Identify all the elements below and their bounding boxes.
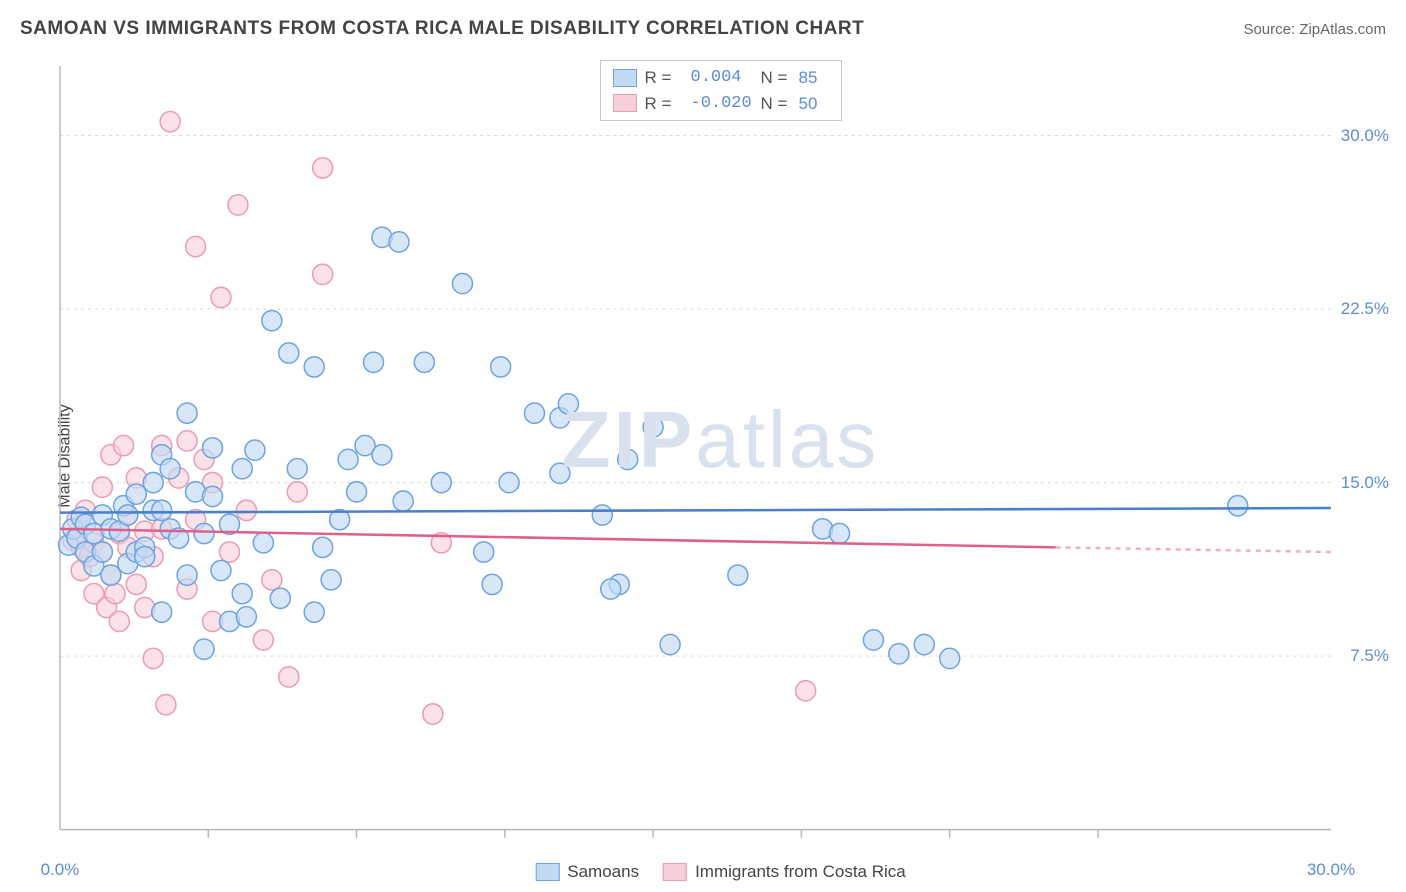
swatch-blue-icon	[535, 863, 559, 881]
swatch-pink-icon	[663, 863, 687, 881]
r-label: R =	[645, 91, 683, 117]
stats-row-1: R = 0.004 N = 85	[613, 65, 829, 91]
legend-label-1: Samoans	[567, 862, 639, 882]
series-legend: Samoans Immigrants from Costa Rica	[535, 862, 906, 882]
n-value-2: 50	[799, 91, 829, 117]
legend-label-2: Immigrants from Costa Rica	[695, 862, 906, 882]
n-label: N =	[761, 91, 791, 117]
source-label: Source: ZipAtlas.com	[1243, 21, 1386, 38]
x-tick-label: 30.0%	[1307, 860, 1355, 880]
y-tick-label: 30.0%	[1341, 126, 1393, 146]
swatch-blue-icon	[613, 69, 637, 87]
legend-item-2: Immigrants from Costa Rica	[663, 862, 906, 882]
n-label: N =	[761, 65, 791, 91]
stats-row-2: R = -0.020 N = 50	[613, 91, 829, 117]
r-value-1: 0.004	[691, 65, 753, 91]
stats-legend: R = 0.004 N = 85 R = -0.020 N = 50	[600, 60, 842, 121]
y-tick-label: 7.5%	[1350, 646, 1393, 666]
swatch-pink-icon	[613, 94, 637, 112]
y-tick-label: 22.5%	[1341, 299, 1393, 319]
n-value-1: 85	[799, 65, 829, 91]
y-tick-label: 15.0%	[1341, 473, 1393, 493]
chart-container: Male Disability ZIPatlas R = 0.004 N = 8…	[50, 60, 1391, 852]
chart-title: SAMOAN VS IMMIGRANTS FROM COSTA RICA MAL…	[20, 18, 864, 40]
r-label: R =	[645, 65, 683, 91]
r-value-2: -0.020	[691, 91, 753, 117]
plot-area: ZIPatlas	[50, 60, 1391, 852]
x-tick-label: 0.0%	[41, 860, 80, 880]
legend-item-1: Samoans	[535, 862, 639, 882]
